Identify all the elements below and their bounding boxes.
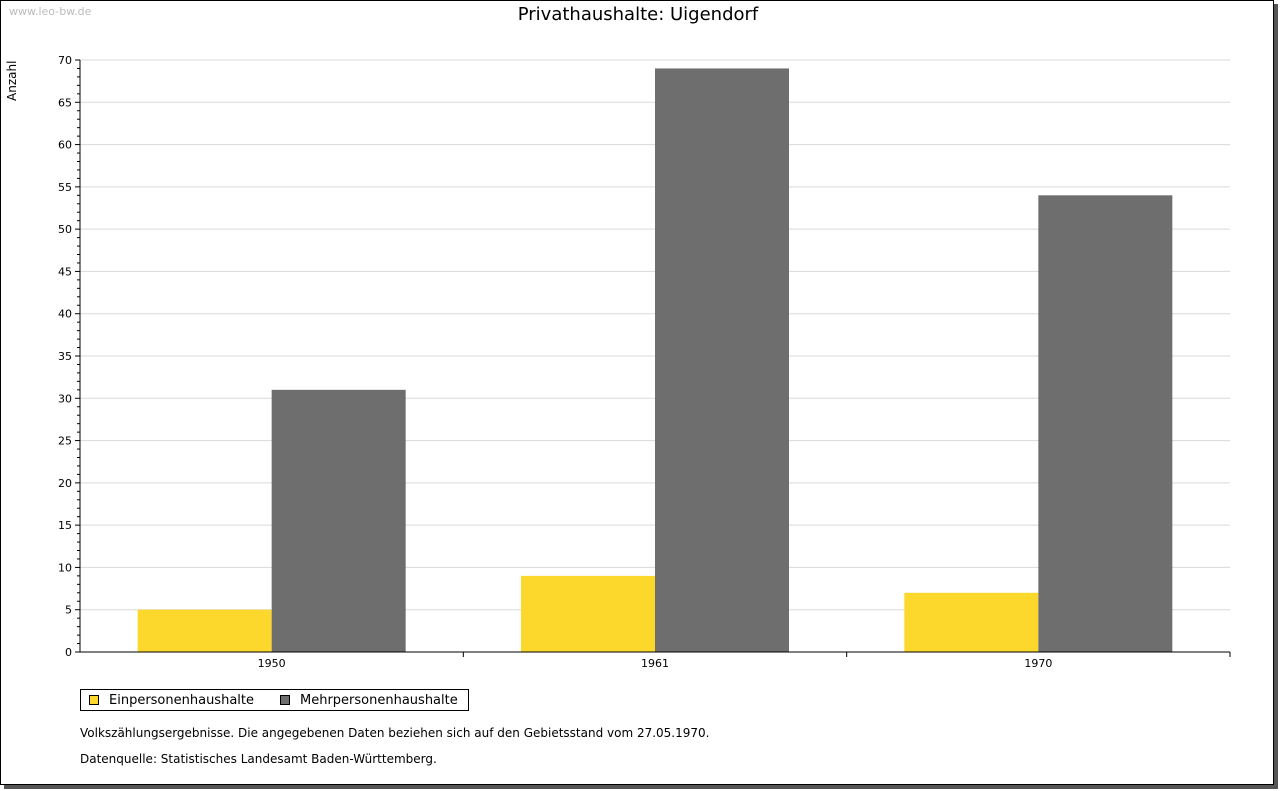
x-tick-label-1970: 1970 xyxy=(1024,657,1052,670)
bar-1950-einpersonen xyxy=(137,609,272,652)
note-source: Datenquelle: Statistisches Landesamt Bad… xyxy=(80,752,437,766)
bar-1970-mehrpersonen xyxy=(1038,195,1173,653)
y-axis-label: Anzahl xyxy=(5,61,19,101)
y-tick-label: 5 xyxy=(65,604,72,617)
y-tick-label: 40 xyxy=(58,308,72,321)
bar-1961-mehrpersonen xyxy=(655,68,789,652)
x-tick-label-1950: 1950 xyxy=(258,657,286,670)
legend-item-mehrpersonen: Mehrpersonenhaushalte xyxy=(280,693,458,708)
chart-title: Privathaushalte: Uigendorf xyxy=(517,4,759,25)
y-tick-label: 50 xyxy=(58,223,72,236)
x-tick-label-1961: 1961 xyxy=(641,657,669,670)
legend-label-mehrpersonen: Mehrpersonenhaushalte xyxy=(300,692,458,708)
y-tick-label: 45 xyxy=(58,265,72,278)
y-tick-label: 30 xyxy=(58,392,72,405)
y-tick-label: 55 xyxy=(58,181,72,194)
bar-1961-einpersonen xyxy=(521,575,655,652)
y-tick-label: 65 xyxy=(58,96,72,109)
y-tick-label: 70 xyxy=(58,54,72,67)
legend: Einpersonenhaushalte Mehrpersonenhaushal… xyxy=(80,689,469,711)
legend-item-einpersonen: Einpersonenhaushalte xyxy=(89,693,254,708)
bar-chart: 0 5 10 15 20 25 30 35 40 45 50 55 60 65 70 1950 1961 1970… xyxy=(5,54,1231,670)
y-tick-label: 10 xyxy=(58,561,72,574)
legend-swatch-mehrpersonen xyxy=(280,695,290,705)
y-tick-label: 15 xyxy=(58,519,72,532)
y-tick-label: 25 xyxy=(58,435,72,448)
y-tick-label: 20 xyxy=(58,477,72,490)
legend-swatch-einpersonen xyxy=(89,695,99,705)
bar-1950-mehrpersonen xyxy=(271,389,406,652)
bars xyxy=(137,68,1173,653)
watermark: www.leo-bw.de xyxy=(9,5,92,18)
y-tick-label: 60 xyxy=(58,139,72,152)
axes: 0 5 10 15 20 25 30 35 40 45 50 55 60 65 70 1950 1961 1970 xyxy=(58,54,1231,670)
y-tick-label: 0 xyxy=(65,646,72,659)
note-census: Volkszählungsergebnisse. Die angegebenen… xyxy=(80,726,710,740)
y-tick-label: 35 xyxy=(58,350,72,363)
bar-1970-einpersonen xyxy=(904,592,1039,652)
legend-label-einpersonen: Einpersonenhaushalte xyxy=(109,692,254,708)
